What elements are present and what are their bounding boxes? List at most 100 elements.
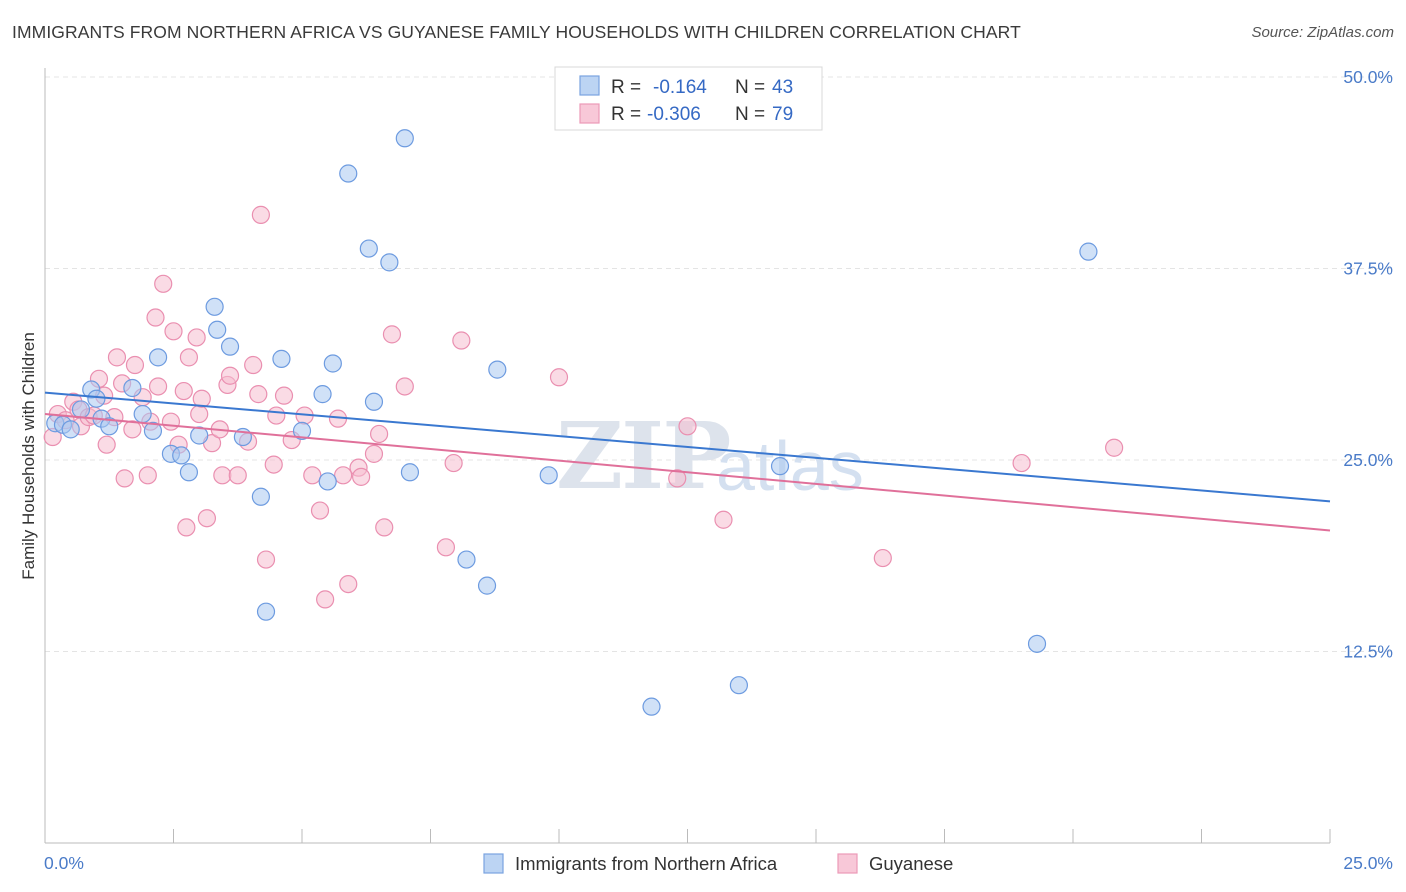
point-northern-africa-10 — [143, 421, 163, 440]
point-northern-africa-41 — [1027, 634, 1047, 653]
legend-n-label-blue: N = — [735, 77, 765, 98]
point-northern-africa-23 — [292, 421, 312, 440]
point-northern-africa-29 — [364, 392, 384, 411]
point-guyanese-66 — [668, 469, 687, 488]
legend-n-value-pink: 79 — [772, 104, 793, 125]
legend-swatch-pink — [579, 103, 600, 124]
legend-r-label-blue: R = — [611, 77, 641, 98]
chart-title: IMMIGRANTS FROM NORTHERN AFRICA VS GUYAN… — [12, 22, 1021, 42]
point-guyanese-38 — [228, 466, 247, 485]
point-northern-africa-24 — [313, 385, 332, 404]
point-northern-africa-21 — [256, 602, 276, 621]
point-guyanese-71 — [1105, 438, 1124, 457]
point-northern-africa-7 — [100, 417, 119, 436]
point-guyanese-23 — [161, 412, 181, 431]
point-northern-africa-11 — [148, 348, 168, 367]
point-guyanese-14 — [115, 469, 134, 488]
point-northern-africa-32 — [400, 463, 420, 482]
point-northern-africa-38 — [642, 697, 661, 716]
legend-n-label-pink: N = — [735, 104, 765, 125]
bottom-legend-swatch-pink — [837, 853, 858, 874]
point-guyanese-45 — [267, 406, 286, 425]
point-guyanese-57 — [364, 444, 384, 463]
point-northern-africa-20 — [251, 487, 270, 506]
watermark-zip: ZIP — [556, 402, 729, 510]
watermark-atlas: atlas — [716, 427, 864, 505]
trend-lines — [44, 391, 1331, 532]
point-guyanese-62 — [436, 538, 456, 557]
point-guyanese-40 — [244, 355, 263, 375]
point-guyanese-63 — [444, 453, 463, 473]
point-northern-africa-39 — [729, 676, 749, 695]
legend-r-value-pink: -0.306 — [647, 104, 701, 125]
point-guyanese-21 — [148, 377, 168, 396]
point-guyanese-65 — [549, 368, 569, 387]
series-guyanese-points — [43, 205, 1124, 609]
point-northern-africa-15 — [190, 426, 209, 445]
point-guyanese-49 — [303, 466, 322, 485]
point-guyanese-53 — [334, 466, 353, 485]
point-northern-africa-36 — [539, 466, 558, 485]
point-northern-africa-34 — [477, 576, 497, 595]
point-guyanese-16 — [125, 355, 145, 375]
point-guyanese-50 — [310, 501, 330, 520]
point-northern-africa-18 — [220, 337, 240, 356]
point-northern-africa-5 — [87, 389, 106, 408]
point-northern-africa-13 — [172, 446, 191, 465]
point-guyanese-15 — [123, 420, 142, 439]
point-northern-africa-2 — [61, 420, 80, 439]
legend-r-value-blue: -0.164 — [653, 77, 707, 98]
point-guyanese-10 — [97, 435, 116, 454]
correlation-legend: R = -0.164 N = 43 R = -0.306 N = 79 — [554, 66, 823, 131]
point-guyanese-35 — [213, 466, 232, 485]
trend-line-northern-africa — [44, 391, 1331, 503]
point-guyanese-43 — [256, 550, 276, 569]
point-guyanese-51 — [316, 590, 335, 609]
y-tick-label-3: 50.0% — [1343, 67, 1393, 87]
series-legend: Immigrants from Northern Africa Guyanese — [483, 853, 953, 874]
point-guyanese-41 — [249, 385, 268, 404]
source-credit: Source: ZipAtlas.com — [1251, 24, 1394, 41]
point-northern-africa-8 — [123, 378, 142, 398]
point-northern-africa-25 — [318, 472, 337, 491]
point-northern-africa-40 — [770, 457, 790, 476]
point-guyanese-68 — [714, 510, 733, 529]
point-northern-africa-30 — [380, 253, 399, 272]
point-guyanese-69 — [873, 548, 892, 568]
point-guyanese-29 — [187, 328, 206, 347]
point-northern-africa-9 — [133, 404, 152, 424]
y-tick-label-0: 12.5% — [1343, 642, 1393, 662]
bottom-legend-swatch-blue — [483, 853, 504, 874]
point-guyanese-67 — [678, 417, 697, 436]
point-northern-africa-16 — [205, 297, 224, 316]
point-northern-africa-28 — [359, 239, 378, 258]
point-northern-africa-17 — [208, 320, 227, 339]
y-tick-label-1: 25.0% — [1343, 450, 1393, 470]
point-guyanese-28 — [179, 348, 199, 367]
point-guyanese-27 — [177, 518, 196, 537]
point-northern-africa-26 — [323, 354, 342, 373]
point-guyanese-24 — [164, 322, 183, 341]
x-tick-label-0: 0.0% — [44, 853, 84, 873]
legend-r-label-pink: R = — [611, 104, 641, 125]
point-northern-africa-42 — [1079, 242, 1098, 261]
point-northern-africa-14 — [179, 463, 199, 482]
point-northern-africa-27 — [339, 164, 358, 183]
series-northern-africa-points — [46, 78, 1098, 716]
point-northern-africa-33 — [457, 550, 476, 569]
legend-n-value-blue: 43 — [772, 77, 793, 98]
point-guyanese-58 — [370, 424, 389, 444]
point-guyanese-18 — [138, 466, 157, 485]
point-guyanese-26 — [174, 381, 193, 401]
point-guyanese-44 — [264, 455, 283, 474]
y-axis-label: Family Households with Children — [19, 332, 38, 580]
point-guyanese-64 — [452, 331, 471, 350]
point-guyanese-60 — [382, 325, 402, 344]
point-guyanese-20 — [146, 308, 165, 327]
point-guyanese-54 — [339, 574, 358, 594]
point-guyanese-30 — [190, 404, 209, 424]
point-guyanese-42 — [251, 205, 270, 224]
bottom-legend-label-northern-africa: Immigrants from Northern Africa — [515, 853, 778, 874]
point-guyanese-70 — [1012, 453, 1031, 473]
